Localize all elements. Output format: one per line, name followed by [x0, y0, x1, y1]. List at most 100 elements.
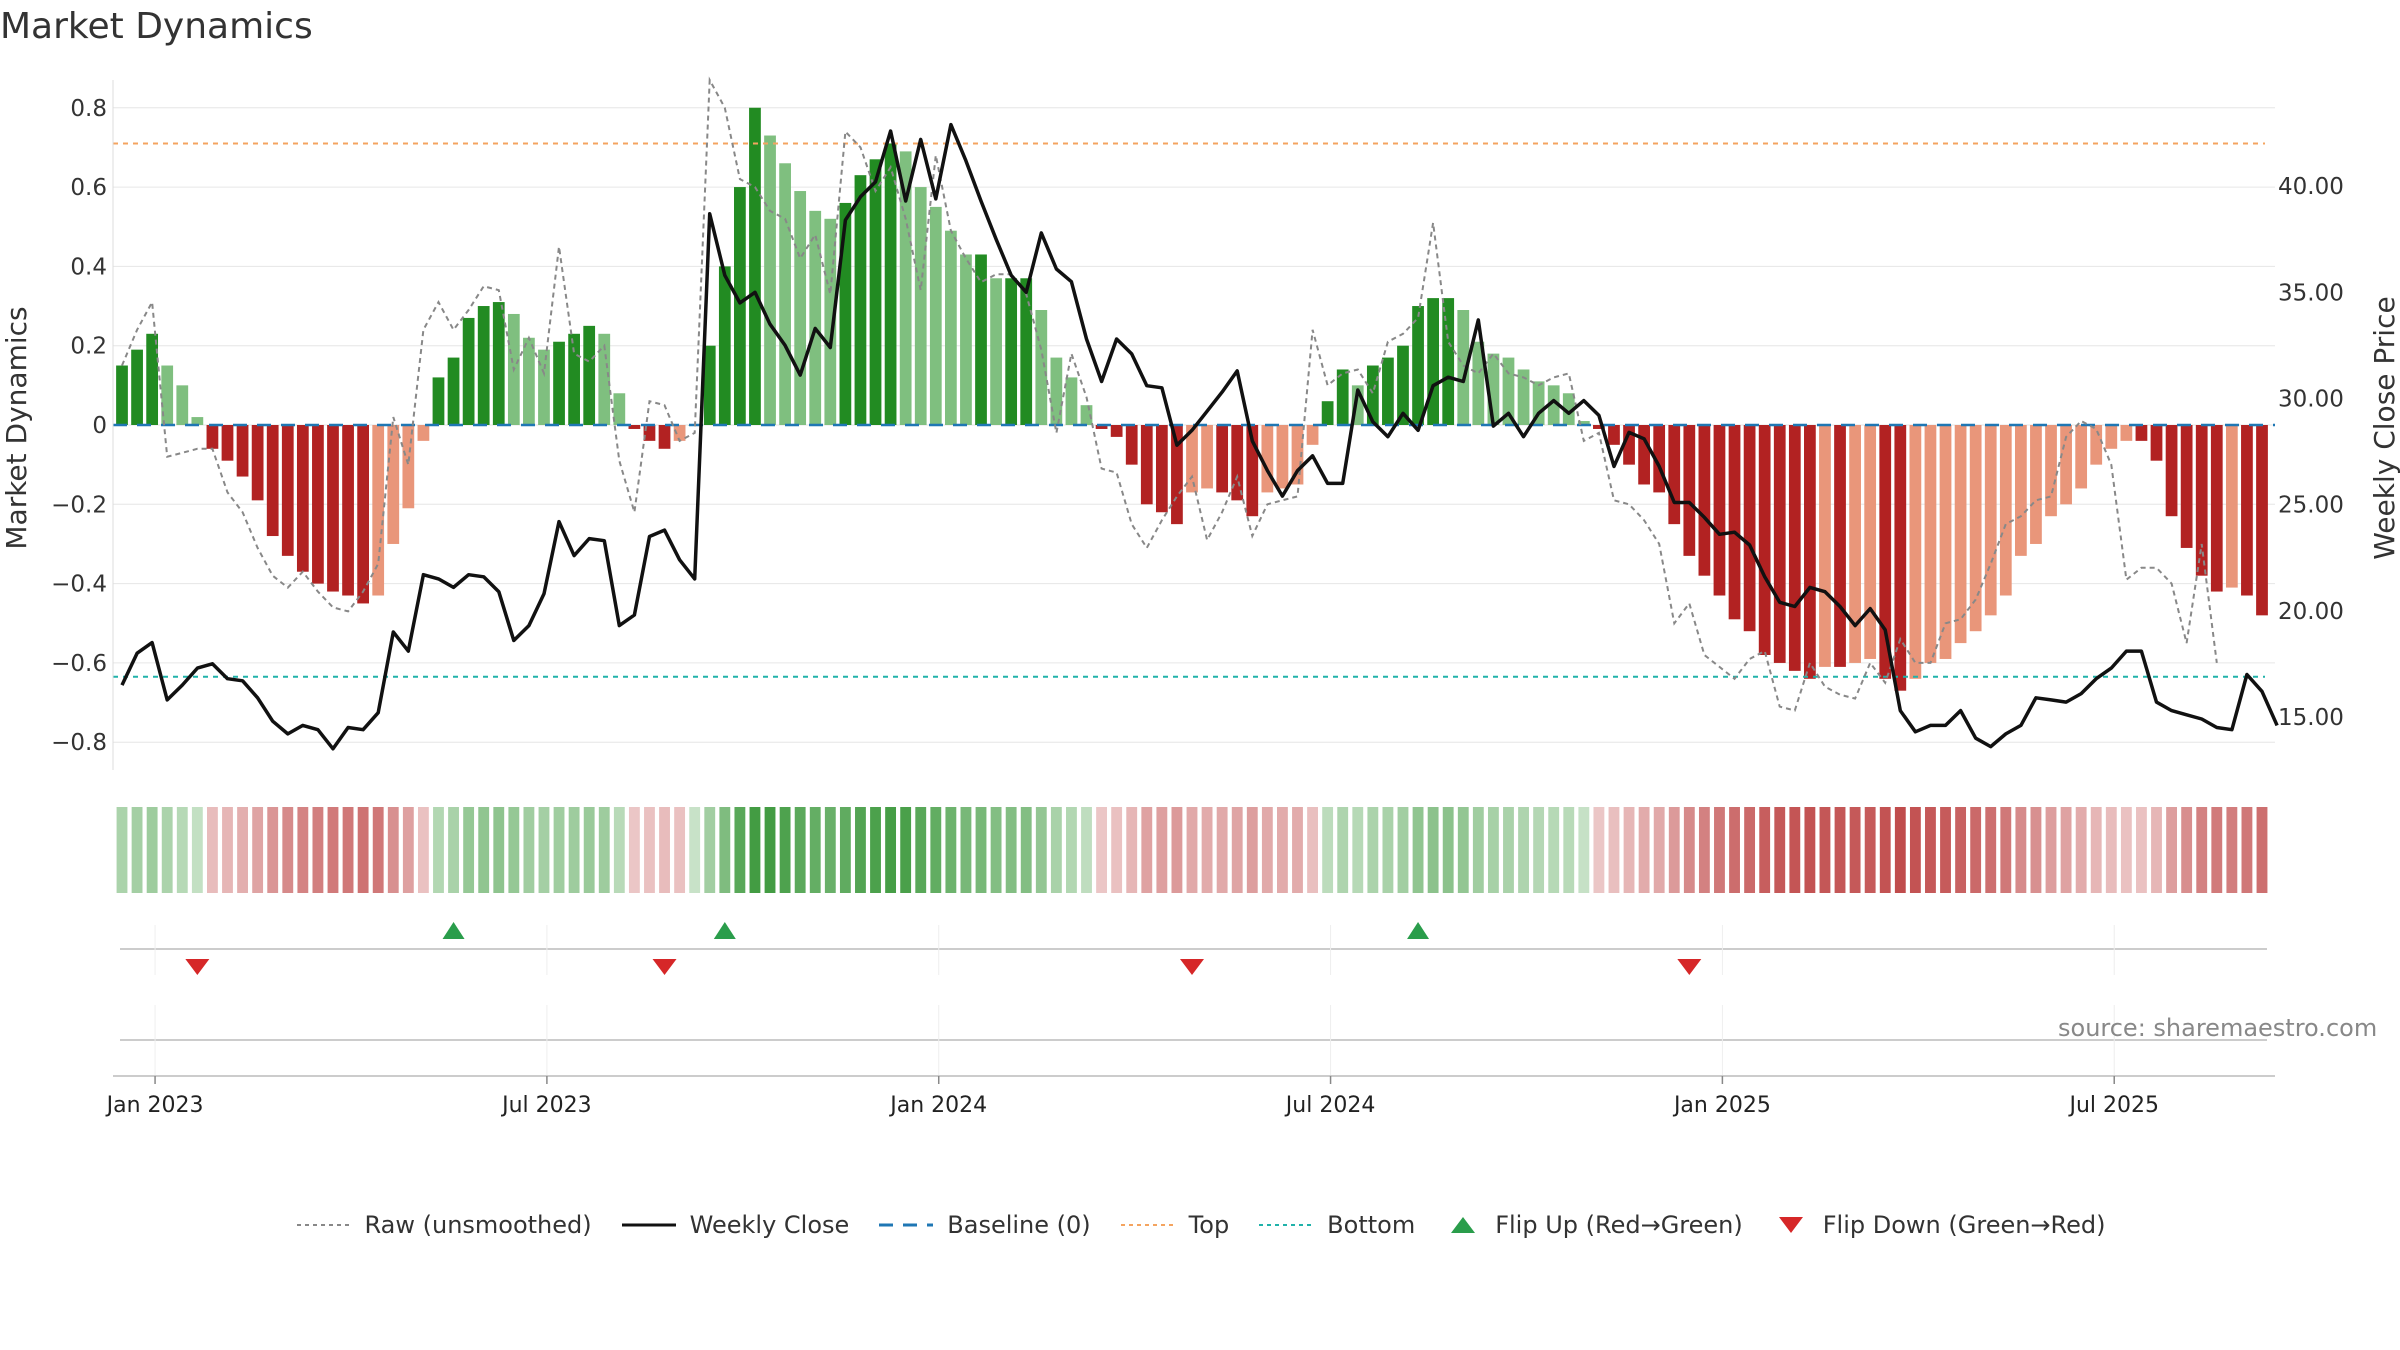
bar-28 [538, 349, 550, 425]
strip-cell-132 [2105, 807, 2117, 893]
legend-top-swatch [1120, 1224, 1175, 1226]
bar-121 [1939, 425, 1952, 659]
strip-cell-68 [1141, 807, 1153, 893]
strip-cell-138 [2196, 807, 2208, 893]
strip-cell-74 [1231, 807, 1243, 893]
left-tick-label-0: −0.8 [51, 730, 107, 756]
bar-60 [1020, 278, 1033, 425]
strip-cell-139 [2211, 807, 2223, 893]
bar-74 [1231, 425, 1244, 501]
bar-109 [1758, 425, 1771, 655]
bar-95 [1547, 385, 1560, 425]
strip-cell-8 [237, 807, 248, 893]
strip-cell-57 [975, 807, 987, 893]
bar-34 [628, 425, 641, 429]
bar-55 [944, 230, 957, 425]
bar-127 [2030, 425, 2042, 544]
bar-135 [2150, 425, 2163, 461]
strip-cell-51 [885, 807, 897, 893]
x-tick-label-2: Jan 2024 [888, 1093, 987, 1118]
bar-103 [1668, 425, 1681, 525]
strip-cell-109 [1759, 807, 1771, 893]
x-tick-label-5: Jul 2025 [2067, 1093, 2159, 1118]
strip-cell-29 [553, 807, 565, 893]
strip-cell-110 [1774, 807, 1786, 893]
bar-27 [523, 337, 535, 425]
flip-up-marker-0 [442, 922, 465, 939]
bar-50 [869, 159, 882, 425]
strip-cell-12 [297, 807, 309, 893]
right-tick-label-2: 25.00 [2278, 493, 2344, 519]
strip-cell-69 [1156, 807, 1168, 893]
bar-100 [1623, 425, 1635, 465]
strip-cell-78 [1292, 807, 1303, 893]
bar-134 [2135, 425, 2148, 441]
strip-cell-75 [1246, 807, 1258, 893]
bar-80 [1321, 401, 1334, 425]
strip-cell-35 [644, 807, 655, 893]
bar-14 [327, 425, 339, 592]
bar-33 [613, 393, 626, 425]
strip-cell-73 [1216, 807, 1228, 893]
bar-130 [2075, 425, 2088, 489]
strip-cell-61 [1035, 807, 1047, 893]
strip-cell-80 [1322, 807, 1334, 893]
flip-down-marker-1 [652, 959, 677, 975]
bar-117 [1879, 425, 1892, 679]
strip-cell-40 [719, 807, 731, 893]
bar-120 [1924, 425, 1937, 663]
strip-cell-123 [1970, 807, 1982, 893]
bar-63 [1065, 377, 1078, 425]
strip-cell-0 [116, 807, 128, 893]
bar-125 [1999, 425, 2012, 596]
strip-cell-16 [357, 807, 369, 893]
bar-39 [703, 345, 716, 425]
bar-22 [447, 357, 460, 425]
strip-cell-25 [493, 807, 505, 893]
bar-64 [1080, 405, 1093, 425]
bar-96 [1562, 393, 1575, 425]
left-tick-label-1: −0.6 [51, 651, 107, 677]
strip-cell-4 [176, 807, 188, 893]
legend-item-top: Top [1119, 1211, 1229, 1239]
bar-106 [1713, 425, 1726, 596]
bar-30 [568, 333, 580, 425]
strip-cell-6 [206, 807, 218, 893]
bar-128 [2045, 425, 2057, 517]
strip-cell-128 [2045, 807, 2057, 893]
strip-cell-10 [267, 807, 279, 893]
strip-cell-23 [463, 807, 475, 893]
legend-item-bottom: Bottom [1257, 1211, 1415, 1239]
bar-17 [372, 425, 385, 596]
strip-cell-52 [900, 807, 912, 893]
bar-126 [2014, 425, 2027, 556]
bar-23 [462, 317, 475, 425]
bar-2 [146, 333, 159, 425]
raw-series [121, 76, 2218, 712]
strip-cell-22 [448, 807, 459, 893]
strip-cell-90 [1472, 807, 1484, 893]
left-tick-label-6: 0.4 [70, 254, 107, 280]
strip-cell-1 [131, 807, 143, 893]
strip-cell-102 [1653, 807, 1665, 893]
strip-cell-70 [1171, 807, 1183, 893]
legend-flip-down-icon [1778, 1217, 1803, 1233]
bar-8 [236, 425, 249, 477]
bar-78 [1291, 425, 1304, 485]
strip-cell-87 [1427, 807, 1439, 893]
grid [113, 107, 2275, 743]
strip-cell-140 [2226, 807, 2238, 893]
strip-cell-103 [1668, 807, 1680, 893]
flip-up-marker-2 [1407, 922, 1430, 939]
legend-item-raw: Raw (unsmoothed) [295, 1211, 592, 1239]
bar-40 [718, 266, 731, 425]
strip-cell-50 [870, 807, 881, 893]
strip-cell-58 [990, 807, 1002, 893]
bar-107 [1728, 425, 1741, 620]
strip-cell-126 [2015, 807, 2027, 893]
bar-113 [1819, 425, 1831, 667]
bar-54 [929, 206, 942, 425]
bar-89 [1457, 310, 1470, 425]
bar-10 [266, 425, 279, 537]
bar-0 [116, 365, 128, 425]
